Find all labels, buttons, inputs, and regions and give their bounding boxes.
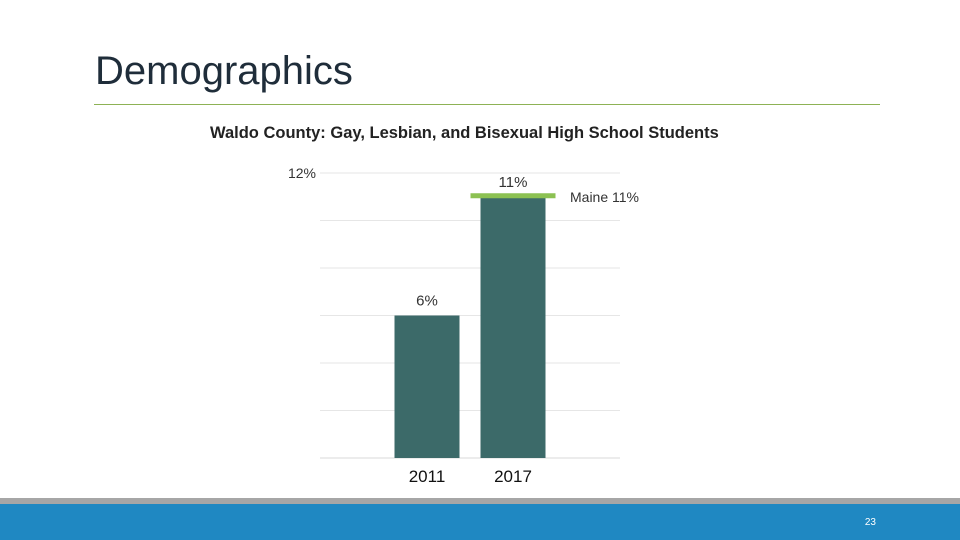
chart-title: Waldo County: Gay, Lesbian, and Bisexual… [210, 124, 719, 142]
y-tick-label: 12% [288, 165, 316, 181]
x-category-label: 2017 [494, 467, 532, 486]
footer-gray-band [0, 498, 960, 504]
bars [394, 196, 546, 458]
title-divider [94, 104, 880, 105]
bar-2011 [394, 315, 460, 458]
page-number: 23 [864, 517, 876, 528]
reference-line-group: Maine 11% [470, 189, 639, 205]
bar-2017 [480, 196, 546, 458]
labels: 12% 6% 2011 11% 2017 [288, 165, 532, 486]
reference-line-label: Maine 11% [570, 189, 639, 205]
slide-title: Demographics [95, 49, 353, 93]
data-label: 6% [416, 293, 438, 310]
data-label: 11% [499, 174, 528, 191]
gridlines [320, 172, 620, 459]
x-category-label: 2011 [409, 467, 446, 486]
footer-blue-band [0, 504, 960, 540]
